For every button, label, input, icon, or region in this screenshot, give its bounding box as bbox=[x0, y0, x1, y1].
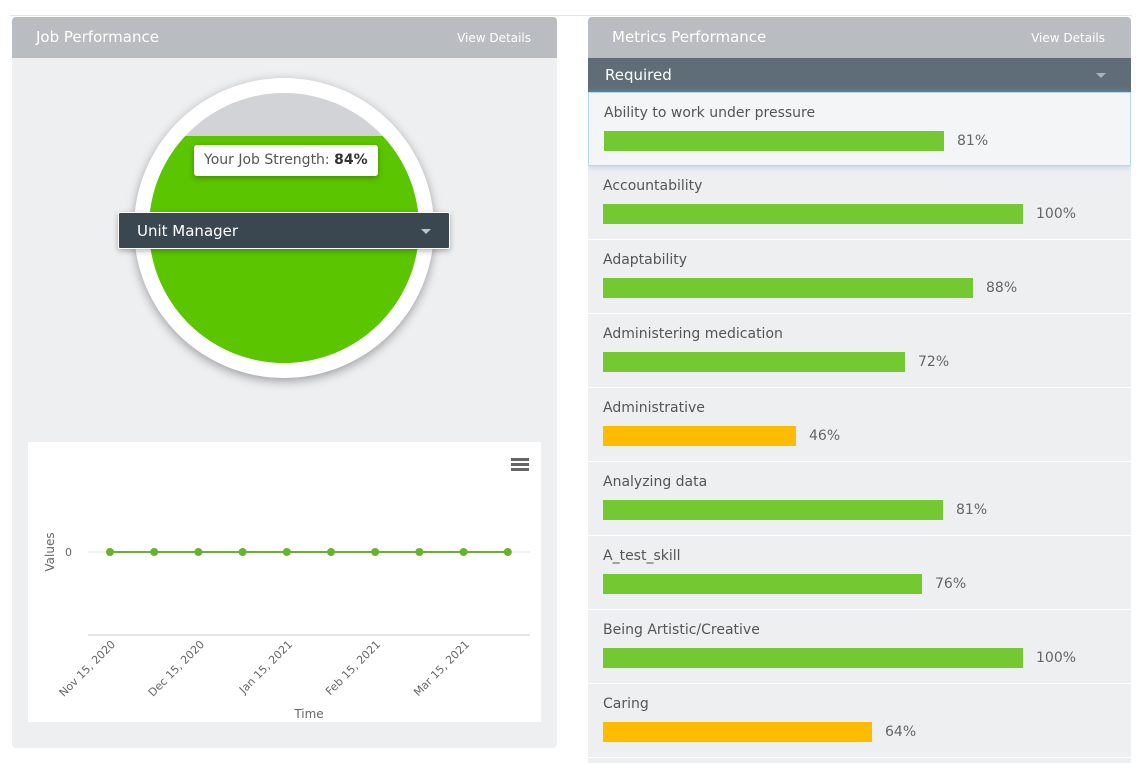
metric-row[interactable]: Ability to work under pressure 81% bbox=[588, 92, 1131, 166]
metric-progress-bar bbox=[603, 204, 1023, 224]
metrics-performance-panel: Metrics Performance View Details Require… bbox=[588, 17, 1131, 763]
x-tick-label: Dec 15, 2020 bbox=[146, 638, 207, 699]
role-dropdown[interactable]: Unit Manager bbox=[118, 212, 450, 249]
metric-row[interactable]: Administrative 46% bbox=[588, 388, 1131, 462]
metric-percent: 72% bbox=[918, 354, 950, 370]
x-tick-label: Feb 15, 2021 bbox=[323, 638, 383, 698]
metric-progress-bar bbox=[603, 426, 796, 446]
metrics-performance-header: Metrics Performance View Details bbox=[588, 17, 1131, 58]
metric-name: Adaptability bbox=[603, 252, 688, 268]
metric-progress-bar bbox=[603, 722, 872, 742]
metric-name: Being Artistic/Creative bbox=[603, 622, 760, 638]
line-chart-svg: 0 Values Time Nov 15, 2020 Dec 15, 2020 Jan 1… bbox=[43, 532, 530, 721]
metric-name: Administrative bbox=[603, 400, 705, 416]
data-point bbox=[371, 548, 380, 556]
metric-row[interactable]: Being Artistic/Creative 100% bbox=[588, 610, 1131, 684]
metric-name: Analyzing data bbox=[603, 474, 708, 490]
job-performance-header: Job Performance View Details bbox=[12, 17, 557, 58]
metric-row[interactable]: Administering medication 72% bbox=[588, 314, 1131, 388]
y-axis-title: Values bbox=[43, 532, 57, 571]
metrics-performance-title: Metrics Performance bbox=[612, 28, 767, 46]
metrics-filter-value: Required bbox=[605, 66, 672, 84]
data-point bbox=[327, 548, 335, 556]
job-strength-label: Your Job Strength: bbox=[204, 152, 330, 168]
job-view-details-link[interactable]: View Details bbox=[457, 31, 531, 45]
data-point bbox=[238, 548, 247, 556]
metric-percent: 76% bbox=[935, 576, 967, 592]
metric-progress-bar bbox=[603, 500, 943, 520]
top-divider bbox=[10, 15, 1132, 16]
metric-percent: 100% bbox=[1036, 206, 1077, 222]
metric-name: A_test_skill bbox=[603, 548, 681, 564]
metric-progress-bar bbox=[604, 131, 944, 151]
chevron-down-icon bbox=[421, 229, 431, 234]
x-tick-label: Jan 15, 2021 bbox=[236, 638, 295, 697]
x-tick-label: Mar 15, 2021 bbox=[411, 638, 472, 699]
metric-row[interactable]: Analyzing data 81% bbox=[588, 462, 1131, 536]
metric-name: Administering medication bbox=[603, 326, 783, 342]
metric-percent: 88% bbox=[986, 280, 1018, 296]
job-performance-panel: Job Performance View Details Your Job St… bbox=[12, 17, 557, 748]
metric-progress-bar bbox=[603, 278, 973, 298]
data-point bbox=[415, 548, 424, 556]
metric-percent: 46% bbox=[809, 428, 841, 444]
metric-row[interactable]: Caring 64% bbox=[588, 684, 1131, 758]
job-strength-value: 84% bbox=[334, 152, 368, 168]
metric-progress-bar bbox=[603, 648, 1023, 668]
data-point bbox=[282, 548, 291, 556]
x-axis-title: Time bbox=[293, 707, 323, 721]
metric-percent: 64% bbox=[885, 724, 917, 740]
metric-name: Accountability bbox=[603, 178, 703, 194]
metric-row[interactable]: Accountability 100% bbox=[588, 166, 1131, 240]
chevron-down-icon bbox=[1096, 73, 1106, 78]
metric-percent: 100% bbox=[1036, 650, 1077, 666]
data-point bbox=[503, 548, 512, 556]
data-point bbox=[150, 548, 159, 556]
metric-percent: 81% bbox=[956, 502, 988, 518]
data-point bbox=[459, 548, 468, 556]
job-strength-history-chart: 0 Values Time Nov 15, 2020 Dec 15, 2020 Jan 1… bbox=[28, 442, 541, 722]
x-tick-label: Nov 15, 2020 bbox=[57, 638, 118, 699]
data-point bbox=[194, 548, 203, 556]
metric-percent: 81% bbox=[957, 133, 989, 149]
metric-row[interactable]: A_test_skill 76% bbox=[588, 536, 1131, 610]
metric-progress-bar bbox=[603, 574, 922, 594]
data-point bbox=[106, 548, 114, 556]
y-tick-label: 0 bbox=[65, 546, 72, 559]
metric-name: Ability to work under pressure bbox=[604, 105, 816, 121]
metric-name: Caring bbox=[603, 696, 649, 712]
metrics-list: Ability to work under pressure 81% Account… bbox=[588, 92, 1131, 758]
role-dropdown-value: Unit Manager bbox=[137, 222, 239, 240]
metric-row[interactable]: Adaptability 88% bbox=[588, 240, 1131, 314]
metrics-view-details-link[interactable]: View Details bbox=[1031, 31, 1105, 45]
job-strength-tooltip: Your Job Strength: 84% bbox=[194, 145, 378, 176]
metric-progress-bar bbox=[603, 352, 905, 372]
hamburger-menu-icon[interactable] bbox=[511, 458, 529, 472]
job-performance-title: Job Performance bbox=[36, 28, 159, 46]
metrics-filter-dropdown[interactable]: Required bbox=[588, 58, 1131, 92]
